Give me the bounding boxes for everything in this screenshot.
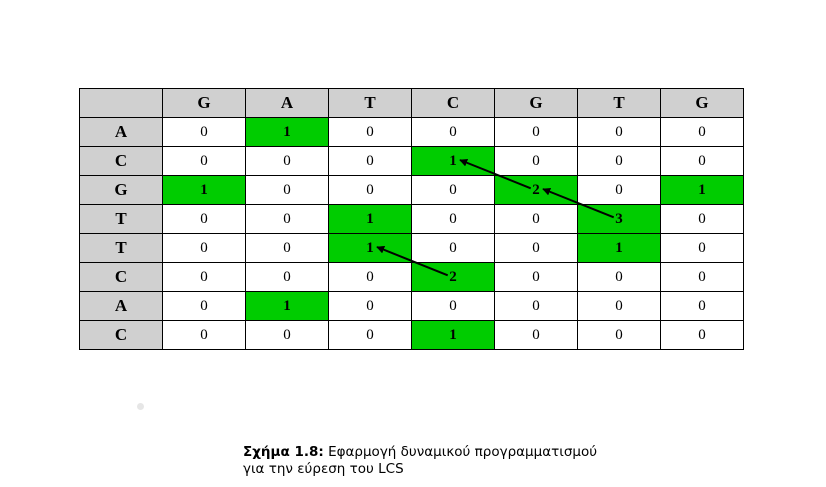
row-header: A <box>79 291 163 321</box>
scan-smudge <box>137 403 144 410</box>
table-cell: 0 <box>577 117 661 147</box>
table-cell: 0 <box>411 175 495 205</box>
row-header: C <box>79 146 163 176</box>
table-cell: 0 <box>162 320 246 350</box>
table-cell: 0 <box>411 117 495 147</box>
table-cell: 0 <box>328 175 412 205</box>
table-cell: 0 <box>162 262 246 292</box>
table-cell: 0 <box>162 291 246 321</box>
row-header: C <box>79 320 163 350</box>
caption-line-2: για την εύρεση του LCS <box>243 461 404 477</box>
table-cell: 0 <box>660 146 744 176</box>
table-cell: 0 <box>328 262 412 292</box>
table-cell: 0 <box>411 204 495 234</box>
table-cell: 0 <box>328 291 412 321</box>
match-cell: 1 <box>245 291 329 321</box>
table-cell: 0 <box>162 233 246 263</box>
match-cell: 1 <box>577 233 661 263</box>
table-cell: 0 <box>494 320 578 350</box>
match-cell: 1 <box>328 204 412 234</box>
table-cell: 0 <box>245 204 329 234</box>
caption-line-1: Σχήμα 1.8: Εφαρμογή δυναμικού προγραμματ… <box>243 444 597 461</box>
match-cell: 1 <box>328 233 412 263</box>
table-cell: 0 <box>162 117 246 147</box>
column-header: C <box>411 88 495 118</box>
table-cell: 0 <box>411 233 495 263</box>
table-cell: 0 <box>162 146 246 176</box>
figure-caption: Σχήμα 1.8: Εφαρμογή δυναμικού προγραμματ… <box>243 444 597 478</box>
row-header: C <box>79 262 163 292</box>
row-header: T <box>79 233 163 263</box>
table-cell: 0 <box>660 117 744 147</box>
match-cell: 2 <box>494 175 578 205</box>
table-cell: 0 <box>328 117 412 147</box>
table-cell: 0 <box>411 291 495 321</box>
column-header: T <box>577 88 661 118</box>
table-cell: 0 <box>245 320 329 350</box>
table-cell: 0 <box>245 175 329 205</box>
table-cell: 0 <box>245 146 329 176</box>
table-cell: 0 <box>494 233 578 263</box>
table-cell: 0 <box>494 117 578 147</box>
column-header: G <box>494 88 578 118</box>
table-cell: 0 <box>660 204 744 234</box>
table-cell: 0 <box>660 320 744 350</box>
row-header: T <box>79 204 163 234</box>
table-cell: 0 <box>577 320 661 350</box>
table-cell: 0 <box>245 233 329 263</box>
table-cell: 0 <box>162 204 246 234</box>
table-cell: 0 <box>245 262 329 292</box>
table-cell: 0 <box>577 175 661 205</box>
column-header: T <box>328 88 412 118</box>
table-cell: 0 <box>328 146 412 176</box>
corner-cell <box>79 88 163 118</box>
match-cell: 1 <box>245 117 329 147</box>
match-cell: 1 <box>411 146 495 176</box>
column-header: G <box>162 88 246 118</box>
column-header: A <box>245 88 329 118</box>
row-header: A <box>79 117 163 147</box>
table-cell: 0 <box>660 262 744 292</box>
table-cell: 0 <box>328 320 412 350</box>
caption-label: Σχήμα 1.8: <box>243 444 324 460</box>
table-cell: 0 <box>494 291 578 321</box>
match-cell: 2 <box>411 262 495 292</box>
table-cell: 0 <box>494 262 578 292</box>
caption-text-1: Εφαρμογή δυναμικού προγραμματισμού <box>328 444 598 460</box>
match-cell: 1 <box>162 175 246 205</box>
column-header: G <box>660 88 744 118</box>
row-header: G <box>79 175 163 205</box>
table-cell: 0 <box>494 204 578 234</box>
match-cell: 1 <box>660 175 744 205</box>
match-cell: 1 <box>411 320 495 350</box>
table-cell: 0 <box>660 233 744 263</box>
table-cell: 0 <box>494 146 578 176</box>
table-cell: 0 <box>577 262 661 292</box>
table-cell: 0 <box>577 146 661 176</box>
table-cell: 0 <box>577 291 661 321</box>
match-cell: 3 <box>577 204 661 234</box>
table-cell: 0 <box>660 291 744 321</box>
